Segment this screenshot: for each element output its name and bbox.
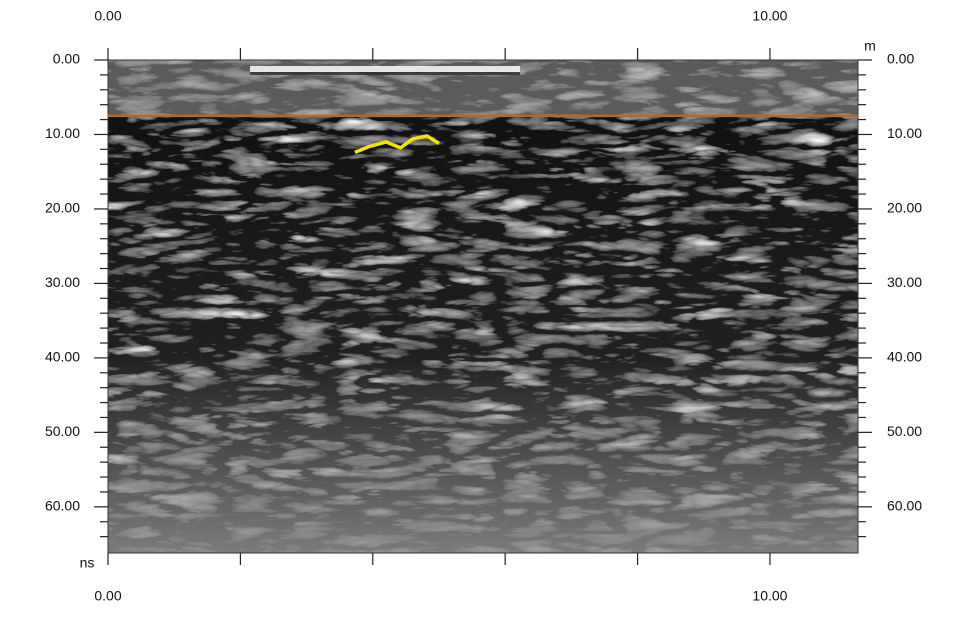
y-tick-label-right: 50.00 bbox=[887, 423, 922, 439]
x-tick-label-bottom: 10.00 bbox=[752, 588, 787, 604]
x-unit: m bbox=[864, 38, 876, 54]
x-tick-label-top: 0.00 bbox=[94, 8, 121, 24]
y-tick-label-right: 30.00 bbox=[887, 274, 922, 290]
y-tick-label-right: 10.00 bbox=[887, 125, 922, 141]
y-tick-label-left: 50.00 bbox=[45, 423, 80, 439]
y-tick-label-left: 0.00 bbox=[53, 51, 80, 67]
y-tick-label-left: 10.00 bbox=[45, 125, 80, 141]
y-tick-label-left: 60.00 bbox=[45, 498, 80, 514]
chart: m ns 0.00 0.00 10.00 10.00 0.00 0.00 10.00 10.0… bbox=[0, 0, 969, 612]
y-tick-label-right: 40.00 bbox=[887, 349, 922, 365]
y-tick-label-left: 20.00 bbox=[45, 200, 80, 216]
y-tick-label-right: 20.00 bbox=[887, 200, 922, 216]
y-tick-label-left: 30.00 bbox=[45, 274, 80, 290]
y-unit: ns bbox=[80, 555, 95, 571]
y-tick-label-left: 40.00 bbox=[45, 349, 80, 365]
y-tick-label-right: 60.00 bbox=[887, 498, 922, 514]
y-tick-label-right: 0.00 bbox=[887, 51, 914, 67]
x-tick-label-bottom: 0.00 bbox=[94, 588, 121, 604]
x-tick-label-top: 10.00 bbox=[752, 8, 787, 24]
radargram-image bbox=[108, 60, 858, 553]
